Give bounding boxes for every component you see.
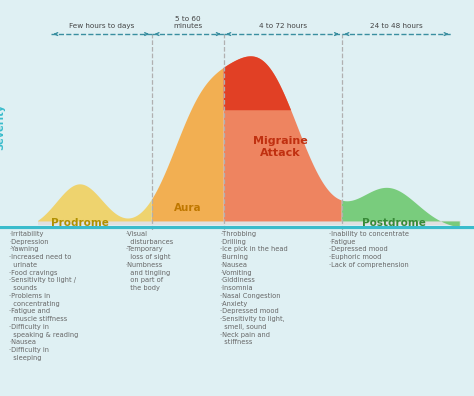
Text: 24 to 48 hours: 24 to 48 hours [370, 23, 423, 29]
Text: 5 to 60
minutes: 5 to 60 minutes [173, 16, 202, 29]
Polygon shape [224, 56, 342, 221]
Text: 4 to 72 hours: 4 to 72 hours [258, 23, 307, 29]
Text: ·Inability to concentrate
·Fatigue
·Depressed mood
·Euphoric mood
·Lack of compr: ·Inability to concentrate ·Fatigue ·Depr… [329, 231, 410, 268]
Text: Prodrome: Prodrome [51, 218, 109, 228]
Polygon shape [152, 68, 223, 221]
Text: ·Irritability
·Depression
·Yawning
·Increased need to
  urinate
·Food cravings
·: ·Irritability ·Depression ·Yawning ·Incr… [9, 231, 79, 361]
Text: ·Visual
  disturbances
·Temporary
  loss of sight
·Numbness
  and tingling
  on : ·Visual disturbances ·Temporary loss of … [126, 231, 173, 291]
Polygon shape [38, 185, 152, 221]
Polygon shape [342, 188, 460, 228]
Polygon shape [224, 56, 291, 110]
Text: Migraine
Attack: Migraine Attack [253, 136, 308, 158]
Text: Few hours to days: Few hours to days [69, 23, 134, 29]
Text: Severity: Severity [0, 104, 5, 150]
Text: Postdrome: Postdrome [363, 218, 426, 228]
Text: ·Throbbing
·Drilling
·Ice pick in the head
·Burning
·Nausea
·Vomiting
·Giddiness: ·Throbbing ·Drilling ·Ice pick in the he… [220, 231, 288, 345]
Text: Aura: Aura [174, 203, 201, 213]
